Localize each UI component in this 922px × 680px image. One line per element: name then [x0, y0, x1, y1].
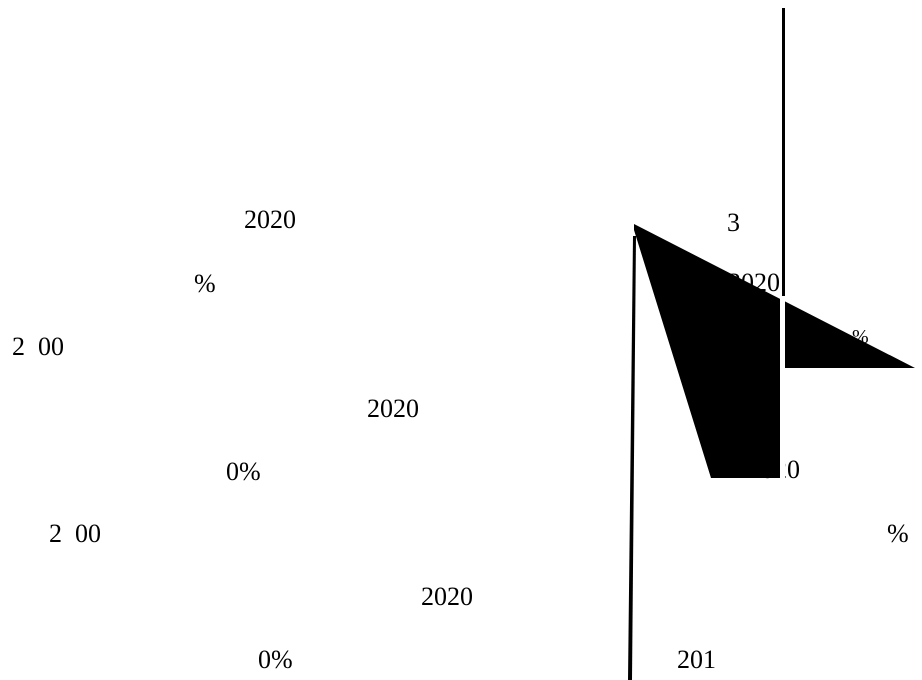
text-fragment: 201	[677, 645, 716, 674]
text-fragment: 3	[727, 208, 740, 237]
text-fragment: 0%	[226, 457, 261, 486]
text-fragment: 2 00	[12, 332, 64, 361]
text-fragment: 2020	[244, 205, 296, 234]
vertical-line-bottom	[628, 236, 636, 680]
vertical-line-top	[782, 8, 785, 298]
text-fragment: 0%	[258, 645, 293, 674]
shape-gap	[780, 296, 785, 479]
text-fragment: 2 00	[49, 519, 101, 548]
text-fragment: 2020	[367, 394, 419, 423]
text-fragment: %	[887, 519, 909, 548]
text-fragment: 2020	[421, 582, 473, 611]
black-triangle-shape	[634, 224, 915, 478]
text-fragment: %	[194, 269, 216, 298]
